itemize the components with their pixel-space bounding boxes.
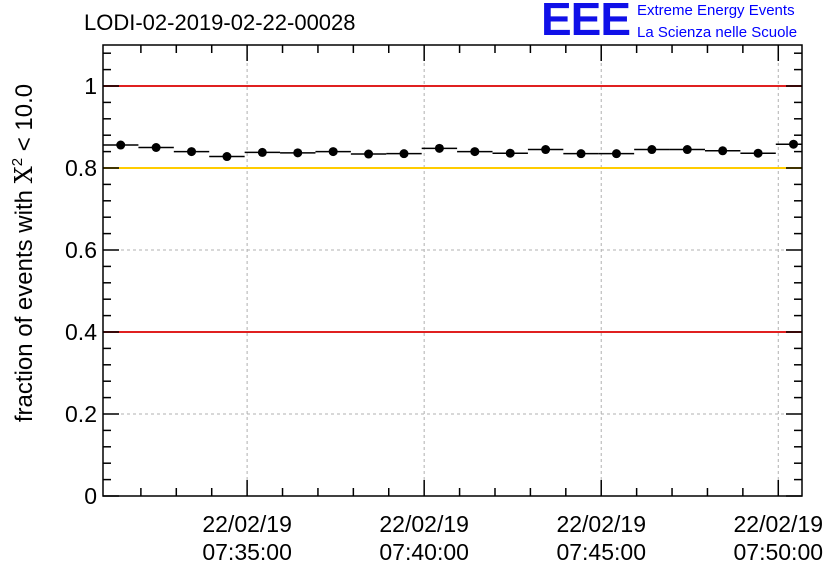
y-tick-label: 0.2 [65,401,97,427]
data-point [151,143,161,152]
logo-line-2: La Scienza nelle Scuole [637,24,798,41]
plot-frame [102,44,803,497]
y-tick-label: 0 [84,483,97,509]
data-point [116,140,126,150]
x-tick-label-date: 22/02/19 [379,511,469,537]
x-tick-label-time: 07:35:00 [202,539,292,565]
x-tick-label-date: 22/02/19 [202,511,292,537]
x-tick-label-time: 07:40:00 [379,539,469,565]
y-axis-label: fraction of events with X2 < 10.0 [9,84,38,422]
data-point [328,147,338,157]
x-tick-label-time: 07:45:00 [556,539,646,565]
data-point [293,148,303,158]
data-point [187,147,197,157]
grid [103,45,802,496]
data-point [364,149,374,159]
data-point [434,143,444,153]
y-tick-label: 0.4 [65,319,97,345]
x-tick-label-time: 07:50:00 [734,539,824,565]
data-point [718,146,728,156]
data-point [789,139,799,149]
data-point [399,149,409,159]
data-point [647,145,657,155]
y-tick-label: 1 [84,73,97,99]
data-points [103,139,802,162]
tick-labels: 00.20.40.60.8122/02/1907:35:0022/02/1907… [65,73,823,565]
y-tick-label: 0.8 [65,155,97,181]
eee-logo: EEE [541,0,631,45]
data-point [682,145,692,155]
run-title: LODI-02-2019-02-22-00028 [84,10,356,35]
y-tick-label: 0.6 [65,237,97,263]
logo-line-1: Extreme Energy Events [637,2,795,19]
x-tick-label-date: 22/02/19 [734,511,824,537]
data-point [541,145,551,155]
data-point [611,149,621,159]
threshold-lines [103,85,802,333]
data-point [505,148,515,158]
data-point [470,147,480,157]
data-point [576,149,586,159]
data-point [257,147,267,157]
data-point [222,152,232,162]
x-tick-label-date: 22/02/19 [556,511,646,537]
data-point [753,148,763,158]
axis-ticks [103,45,802,497]
